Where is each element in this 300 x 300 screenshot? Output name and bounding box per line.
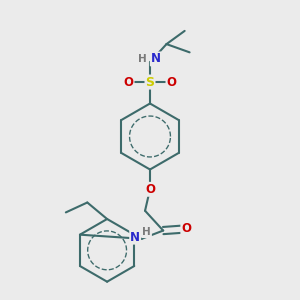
Text: S: S <box>146 76 154 88</box>
Text: H: H <box>142 227 151 237</box>
Text: O: O <box>124 76 134 88</box>
Text: O: O <box>167 76 176 88</box>
Text: O: O <box>181 222 191 236</box>
Text: H: H <box>138 54 147 64</box>
Text: N: N <box>130 231 140 244</box>
Text: N: N <box>151 52 161 65</box>
Text: O: O <box>145 183 155 196</box>
